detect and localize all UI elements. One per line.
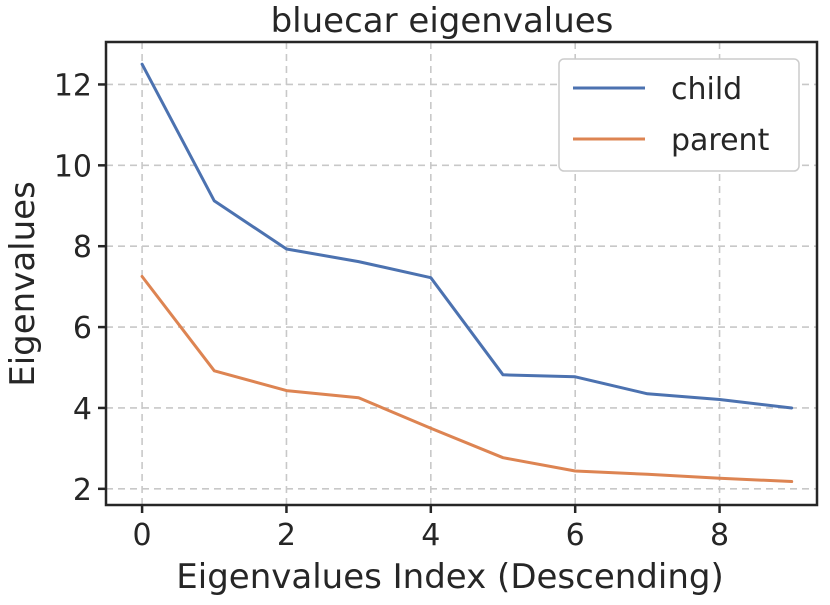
series-line-child [140, 62, 794, 410]
legend-label-child: child [671, 72, 742, 107]
y-tick-label: 8 [73, 230, 92, 265]
x-tick-label: 4 [421, 518, 440, 553]
axis-ticks: 0 2 4 6 8 2 4 6 8 10 12 [54, 68, 729, 553]
series-lines [140, 62, 794, 483]
y-tick-label: 4 [73, 392, 92, 427]
x-axis-label: Eigenvalues Index (Descending) [176, 557, 723, 597]
y-tick-label: 6 [73, 311, 92, 346]
y-tick-label: 2 [73, 473, 92, 508]
x-tick-label: 6 [566, 518, 585, 553]
legend-label-parent: parent [671, 123, 770, 158]
y-axis-label: Eigenvalues [3, 181, 43, 387]
legend: child parent [558, 58, 800, 172]
x-tick-label: 2 [277, 518, 296, 553]
y-tick-label: 12 [54, 68, 92, 103]
series-line-parent [140, 275, 794, 483]
plot-frame [104, 40, 819, 507]
x-tick-label: 8 [710, 518, 729, 553]
chart-title: bluecar eigenvalues [271, 1, 614, 41]
y-tick-label: 10 [54, 149, 92, 184]
x-tick-label: 0 [133, 518, 152, 553]
